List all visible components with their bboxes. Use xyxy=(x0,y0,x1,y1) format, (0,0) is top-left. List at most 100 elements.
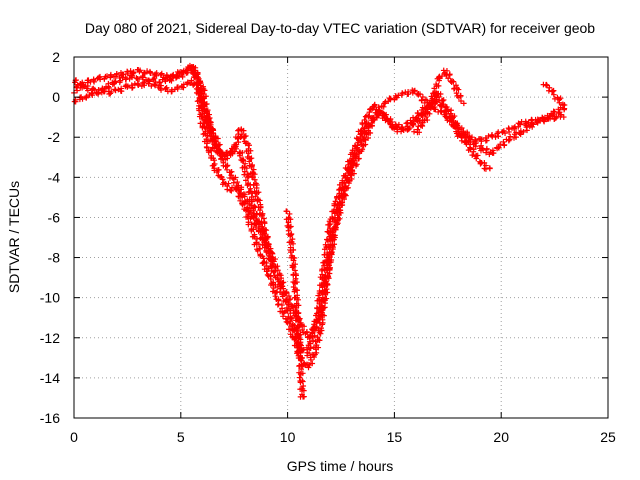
data-point xyxy=(263,268,270,275)
data-point xyxy=(291,336,298,343)
data-point xyxy=(456,94,462,101)
data-point xyxy=(513,134,519,140)
data-point xyxy=(289,327,296,334)
data-point xyxy=(450,123,456,129)
data-point xyxy=(146,78,152,84)
data-point xyxy=(311,323,318,330)
data-point xyxy=(356,148,363,155)
data-point xyxy=(168,88,175,95)
data-point xyxy=(272,293,279,299)
data-point xyxy=(254,198,261,204)
data-point xyxy=(290,271,297,278)
data-point xyxy=(72,79,78,86)
data-point xyxy=(344,174,351,181)
data-point xyxy=(279,280,286,286)
data-point xyxy=(257,252,264,259)
data-point xyxy=(286,320,293,326)
data-point xyxy=(290,240,296,247)
data-point xyxy=(478,136,485,143)
data-point xyxy=(286,211,293,217)
data-point xyxy=(239,194,245,201)
data-point xyxy=(77,81,84,87)
data-point xyxy=(98,87,105,94)
data-point xyxy=(511,125,518,132)
data-point xyxy=(354,144,361,151)
data-point xyxy=(500,139,507,145)
data-point xyxy=(243,177,249,184)
data-point xyxy=(295,318,301,325)
data-point xyxy=(244,182,251,188)
data-point xyxy=(449,113,455,120)
data-point xyxy=(447,110,454,117)
data-point xyxy=(546,87,552,94)
data-point xyxy=(259,212,266,218)
data-point xyxy=(290,284,297,290)
data-point xyxy=(490,147,496,154)
data-point xyxy=(270,285,277,291)
data-point xyxy=(446,72,453,78)
data-point xyxy=(256,211,263,218)
data-point xyxy=(551,91,557,98)
data-point xyxy=(310,352,317,358)
data-point xyxy=(224,155,231,162)
data-point xyxy=(365,135,371,141)
data-point xyxy=(133,75,140,81)
data-point xyxy=(205,149,212,155)
data-point xyxy=(470,148,477,155)
data-point xyxy=(301,323,307,330)
data-point xyxy=(560,114,567,120)
data-point xyxy=(287,296,293,302)
data-point xyxy=(269,250,275,256)
data-point xyxy=(337,207,343,213)
data-point xyxy=(280,313,286,320)
data-point xyxy=(472,137,478,143)
data-point xyxy=(473,155,480,162)
data-point xyxy=(342,183,349,190)
data-point xyxy=(501,142,508,148)
data-point xyxy=(309,360,316,367)
x-tick-label: 25 xyxy=(600,429,616,445)
data-point xyxy=(239,157,246,164)
data-point xyxy=(307,340,314,347)
y-tick-label: -4 xyxy=(48,169,61,185)
data-point xyxy=(455,124,461,130)
data-point xyxy=(252,171,258,177)
data-point xyxy=(286,300,292,306)
data-point xyxy=(156,79,162,85)
data-point xyxy=(196,107,202,114)
data-point xyxy=(224,166,230,173)
data-point xyxy=(407,117,414,124)
data-point xyxy=(296,333,303,339)
data-point xyxy=(287,249,294,255)
data-point xyxy=(365,120,371,127)
data-point xyxy=(188,77,195,84)
data-point xyxy=(234,179,241,185)
data-point xyxy=(204,119,211,126)
data-point xyxy=(297,341,304,347)
data-point xyxy=(233,186,239,192)
data-point xyxy=(249,221,255,227)
data-point xyxy=(246,188,253,195)
data-point xyxy=(254,236,260,242)
data-point xyxy=(443,114,450,121)
data-point xyxy=(299,327,306,333)
data-point xyxy=(235,193,242,200)
data-point xyxy=(544,112,551,119)
data-point xyxy=(502,130,508,136)
data-point xyxy=(236,126,242,133)
data-point xyxy=(354,161,360,168)
data-point xyxy=(432,106,439,113)
data-point xyxy=(117,77,124,84)
data-point xyxy=(278,275,285,281)
data-point xyxy=(74,87,80,94)
data-point xyxy=(444,106,451,113)
data-point xyxy=(247,215,254,222)
data-point xyxy=(334,193,340,200)
data-point xyxy=(422,105,428,112)
series-6 xyxy=(540,81,568,108)
data-point xyxy=(295,297,301,303)
data-point xyxy=(163,84,170,91)
data-point xyxy=(292,280,298,287)
data-point xyxy=(251,212,258,218)
